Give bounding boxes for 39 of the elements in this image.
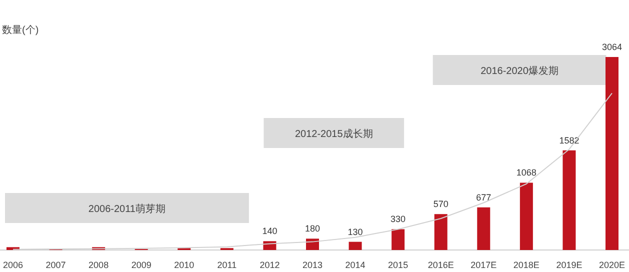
annotation: 2006-2011萌芽期 (88, 203, 166, 215)
data-label: 330 (390, 214, 406, 224)
x-tick-label: 2010 (174, 260, 194, 270)
bar (520, 182, 533, 250)
bar (392, 229, 405, 250)
bar (348, 242, 362, 250)
x-tick-label: 2018E (513, 260, 540, 270)
annotation: 2012-2015成长期 (264, 118, 404, 148)
x-tick-label: 2012 (260, 260, 280, 270)
data-label: 140 (262, 226, 278, 236)
annotation: 2006-2011萌芽期 (5, 193, 249, 223)
x-tick-label: 2017E (470, 260, 497, 270)
bar (606, 57, 618, 250)
data-label: 570 (433, 199, 448, 210)
bar (434, 214, 448, 250)
x-tick-label: 2006 (2, 260, 24, 270)
bar (562, 150, 576, 250)
data-label: 130 (348, 226, 363, 237)
chart-title: 数量(个) (2, 24, 39, 36)
bar (306, 238, 319, 250)
x-tick-label: 2020E (598, 260, 626, 270)
data-label: 3064 (602, 42, 622, 52)
data-label: 677 (476, 192, 492, 202)
annotation: 2016-2020爆发期 (432, 55, 606, 85)
annotation: 2016-2020爆发期 (480, 65, 558, 77)
x-tick-label: 2011 (217, 260, 237, 270)
x-tick-label: 2016E (428, 260, 454, 270)
x-tick-label: 2009 (131, 260, 152, 270)
x-tick-label: 2008 (88, 260, 109, 270)
annotation: 2012-2015成长期 (294, 128, 373, 140)
x-tick-label: 2014 (345, 260, 366, 270)
x-tick-label: 2015 (388, 260, 408, 270)
x-tick-label: 2007 (46, 260, 66, 270)
x-tick-label: 2019E (556, 260, 582, 270)
x-tick-label: 2013 (302, 260, 323, 270)
data-label: 180 (304, 224, 320, 234)
data-label: 1582 (559, 135, 580, 146)
bar (477, 207, 490, 250)
data-label: 1068 (516, 168, 536, 178)
